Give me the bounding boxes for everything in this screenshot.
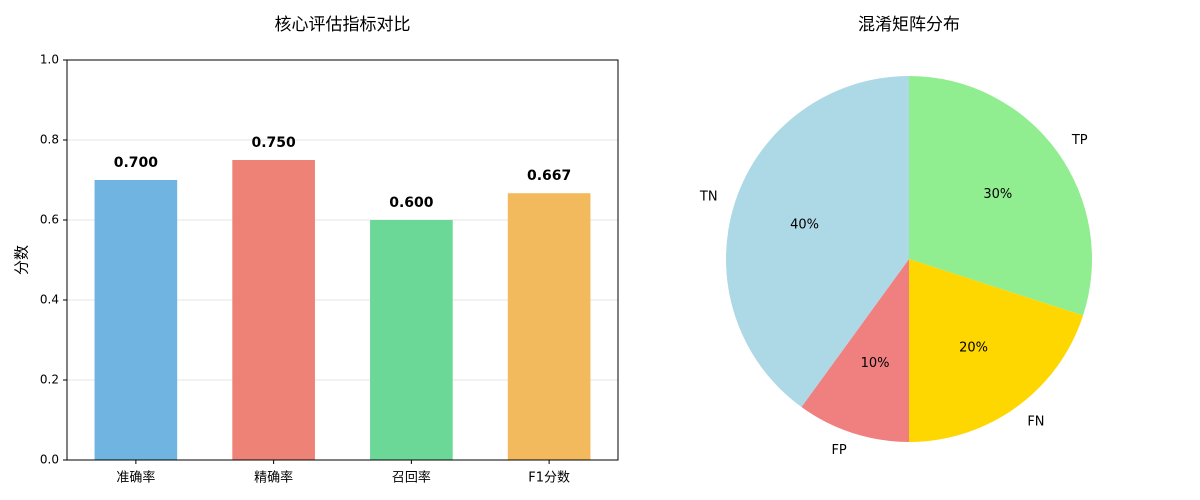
y-tick-label: 0.4 (40, 293, 59, 307)
value-label: 0.750 (251, 135, 296, 151)
value-label: 0.700 (114, 155, 159, 171)
bar (370, 220, 453, 460)
slice-label: FN (1027, 414, 1044, 429)
slice-label: FP (831, 443, 846, 458)
slice-label: TP (1071, 133, 1088, 148)
pie-slice (909, 259, 1084, 442)
slice-label: TN (699, 189, 718, 204)
bar (94, 180, 178, 460)
slice-percent: 20% (959, 340, 988, 355)
bar (232, 160, 315, 460)
value-label: 0.600 (389, 195, 434, 211)
x-tick-label: 精确率 (254, 470, 293, 486)
slice-percent: 10% (861, 356, 890, 371)
y-tick-label: 0.0 (40, 453, 59, 467)
y-tick-label: 1.0 (40, 53, 59, 67)
chart-title: 核心评估指标对比 (275, 15, 411, 35)
slice-percent: 30% (983, 187, 1012, 202)
x-tick-label: 召回率 (392, 470, 431, 486)
y-tick-label: 0.6 (40, 213, 59, 227)
bar (507, 193, 591, 460)
slice-percent: 40% (790, 218, 819, 233)
y-tick-label: 0.2 (40, 373, 59, 387)
pie-slice (909, 76, 1092, 316)
y-tick-label: 0.8 (40, 133, 59, 147)
value-label: 0.667 (527, 168, 571, 184)
pie-slice (726, 76, 909, 408)
chart-title: 混淆矩阵分布 (858, 15, 960, 35)
y-axis-label: 分数 (13, 245, 31, 275)
x-tick-label: F1分数 (528, 471, 570, 486)
x-tick-label: 准确率 (116, 470, 155, 486)
pie-slice (801, 259, 909, 442)
plot-frame (66, 59, 619, 461)
